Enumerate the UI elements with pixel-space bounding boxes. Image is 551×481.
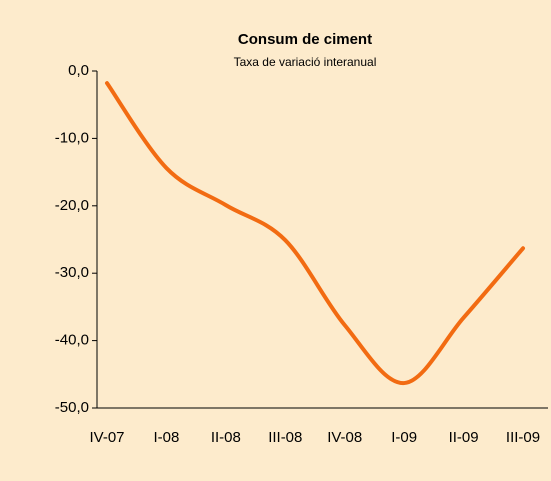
y-tick-label: -30,0	[55, 264, 89, 281]
y-tick-label: -20,0	[55, 197, 89, 214]
x-tick-label: III-08	[268, 429, 302, 446]
chart-subtitle: Taxa de variació interanual	[234, 55, 377, 69]
chart-title: Consum de ciment	[238, 31, 372, 48]
y-tick-label: -10,0	[55, 129, 89, 146]
x-tick-label: II-09	[449, 429, 479, 446]
y-tick-label: -50,0	[55, 399, 89, 416]
x-tick-label: IV-08	[327, 429, 362, 446]
line	[105, 81, 525, 386]
x-tick-label: I-08	[153, 429, 179, 446]
y-tick-label: 0,0	[68, 62, 89, 79]
x-tick-label: IV-07	[89, 429, 124, 446]
x-tick-label: III-09	[506, 429, 540, 446]
x-tick-label: II-08	[211, 429, 241, 446]
x-tick-label: I-09	[391, 429, 417, 446]
y-tick-label: -40,0	[55, 332, 89, 349]
